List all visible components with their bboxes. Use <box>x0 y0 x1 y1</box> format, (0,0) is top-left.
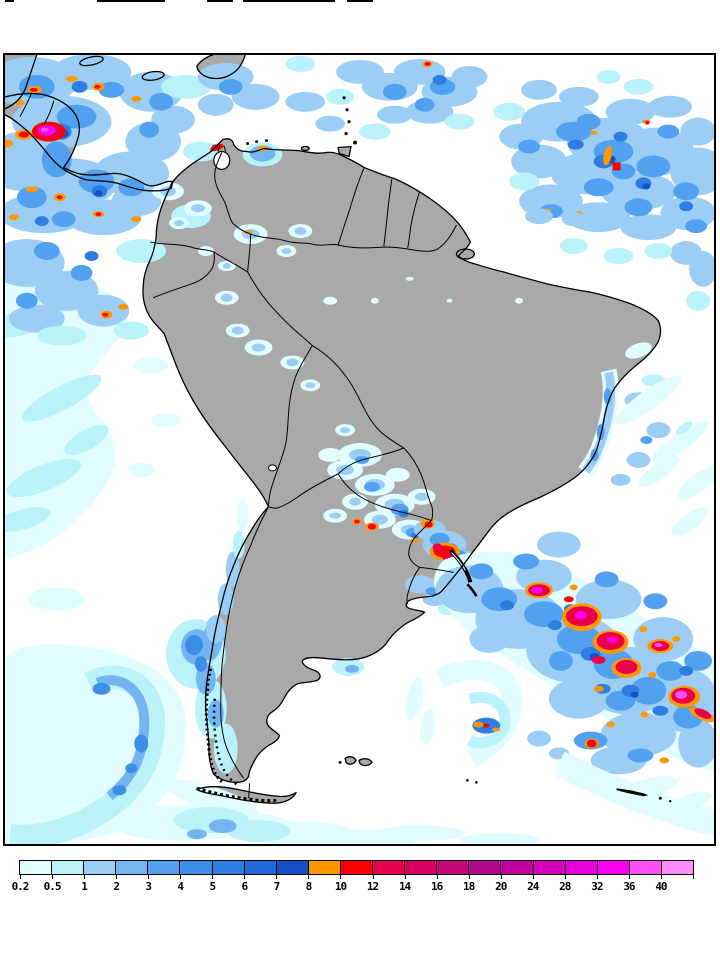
rio-grande-coastal-storm <box>409 518 483 586</box>
colorbar-tick <box>148 874 150 879</box>
colorbar-segment <box>565 861 598 874</box>
colorbar-segment <box>533 861 566 874</box>
colorbar-tick <box>628 874 630 879</box>
country-borders <box>19 92 457 799</box>
small-islands <box>246 96 672 803</box>
clipped-title-mark <box>347 0 373 2</box>
parana-basin-precip <box>318 443 462 616</box>
colorbar-tick <box>20 874 21 879</box>
colorbar-segment <box>501 861 534 874</box>
colorbar-label: 20 <box>495 880 507 893</box>
colorbar-label: 7 <box>273 880 281 893</box>
colorbar-tick <box>532 874 534 879</box>
color-scale-labels: 0.2 0.5 1 2 3 4 5 6 7 8 10 12 14 16 18 20 24 28 32 36 40 <box>12 880 719 894</box>
colorbar-segment <box>437 861 470 874</box>
patagonia-precip <box>111 657 712 844</box>
colorbar-tick <box>404 874 406 879</box>
colorbar-segment <box>373 861 406 874</box>
colorbar-tick <box>660 874 662 879</box>
colorbar-segment <box>276 861 309 874</box>
colorbar-segment <box>405 861 438 874</box>
lagoa-mirim <box>466 583 478 597</box>
colorbar-tick <box>564 874 566 879</box>
lake-titicaca <box>268 464 277 472</box>
colorbar-tick <box>180 874 182 879</box>
colorbar-segment <box>84 861 117 874</box>
colorbar-tick <box>372 874 374 879</box>
colorbar-label: 0.5 <box>43 880 62 893</box>
colorbar-label: 32 <box>591 880 603 893</box>
colorbar-label: 3 <box>145 880 152 893</box>
colorbar-tick <box>308 874 310 879</box>
colorbar-segment <box>52 861 85 874</box>
fjord-coast-texture <box>196 668 277 803</box>
colorbar-label: 14 <box>398 880 411 893</box>
colorbar-tick <box>693 874 694 879</box>
colorbar-label: 2 <box>113 880 120 893</box>
colorbar-segment <box>469 861 502 874</box>
colorbar-tick <box>212 874 214 879</box>
subtropical-wisps <box>615 342 714 536</box>
colorbar-tick <box>52 874 54 879</box>
colorbar-segment <box>244 861 277 874</box>
colorbar-tick <box>596 874 598 879</box>
precipitation-map <box>5 55 714 844</box>
coastline-layer <box>5 55 662 804</box>
colorbar-segment <box>180 861 213 874</box>
colorbar-segment <box>308 861 341 874</box>
clipped-title-mark <box>97 0 165 2</box>
itcz-precip-mid <box>197 55 488 140</box>
nicaragua-heavy-precip-core <box>31 121 66 142</box>
colorbar-tick <box>468 874 470 879</box>
falkland-islands <box>345 756 357 765</box>
lake-maracaibo <box>213 150 231 171</box>
colorbar-label: 40 <box>655 880 667 893</box>
colorbar-segment <box>661 861 693 874</box>
colorbar-label: 1 <box>81 880 88 893</box>
colorbar-segment <box>116 861 149 874</box>
colorbar-tick <box>276 874 278 879</box>
clipped-title-mark <box>243 0 335 2</box>
color-scale-ticks <box>19 874 694 879</box>
colorbar-label: 5 <box>209 880 216 893</box>
clipped-title-mark <box>5 0 14 2</box>
colorbar-tick <box>244 874 246 879</box>
colorbar-tick <box>116 874 118 879</box>
colorbar-label: 0.2 <box>11 880 30 893</box>
precipitation-layer <box>5 55 714 844</box>
colorbar-label: 16 <box>430 880 443 893</box>
colorbar-segment <box>212 861 245 874</box>
colorbar-segment <box>597 861 630 874</box>
inland-showers <box>152 182 524 437</box>
colorbar-segment <box>20 861 53 874</box>
colorbar-label: 24 <box>527 880 539 893</box>
color-scale: 0.2 0.5 1 2 3 4 5 6 7 8 10 12 14 16 18 20 24 28 32 36 40 <box>12 860 694 896</box>
colorbar-label: 10 <box>334 880 347 893</box>
colorbar-label: 36 <box>623 880 635 893</box>
colorbar-segment <box>340 861 374 874</box>
south-america-landmass <box>142 138 661 783</box>
lakes-layer <box>213 150 478 597</box>
colorbar-label: 8 <box>305 880 313 893</box>
pacific-light-precip <box>5 274 182 612</box>
colorbar-tick <box>436 874 438 879</box>
colorbar-segment <box>629 861 662 874</box>
colorbar-tick <box>340 874 342 879</box>
colorbar-label: 12 <box>366 880 379 893</box>
colorbar-segment <box>148 861 181 874</box>
colorbar-tick <box>84 874 86 879</box>
colorbar-label: 6 <box>241 880 249 893</box>
color-scale-bar <box>19 860 694 875</box>
clipped-title-mark <box>207 0 233 2</box>
colorbar-label: 18 <box>463 880 475 893</box>
colorbar-tick <box>500 874 502 879</box>
map-frame <box>3 53 716 846</box>
colorbar-label: 4 <box>177 880 184 893</box>
itcz-precip-east <box>493 69 714 311</box>
colorbar-label: 28 <box>559 880 571 893</box>
